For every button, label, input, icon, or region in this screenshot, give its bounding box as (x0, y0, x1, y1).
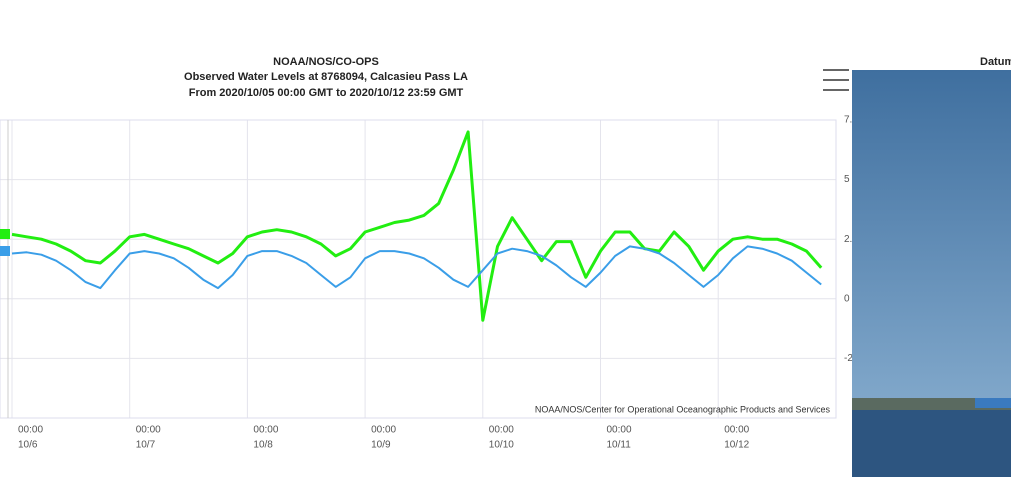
x-tick-label: 00:00 (136, 425, 161, 436)
x-tick-label: 00:00 (18, 425, 43, 436)
chart-subtitle: Observed Water Levels at 8768094, Calcas… (184, 71, 468, 83)
x-tick-label: 10/11 (607, 440, 632, 451)
y-tick-label: 5 (844, 174, 850, 185)
x-tick-label: 10/6 (18, 440, 38, 451)
photo-boat (975, 398, 1011, 408)
chart: 00:00 10/6 00:00 10/7 00:00 10/8 00:00 10/9 00:0… (0, 0, 1011, 477)
x-tick-label: 00:00 (253, 425, 278, 436)
menu-button[interactable] (820, 66, 850, 94)
series-line (12, 246, 821, 288)
plot-area: 00:00 10/6 00:00 10/7 00:00 10/8 00:00 10/9 00:0… (0, 120, 836, 451)
chart-title: NOAA/NOS/CO-OPS (273, 56, 379, 68)
x-tick-label: 10/9 (371, 440, 391, 451)
page: 00:00 10/6 00:00 10/7 00:00 10/8 00:00 10/9 00:0… (0, 0, 1011, 477)
x-tick-label: 00:00 (607, 425, 632, 436)
chart-subtitle: From 2020/10/05 00:00 GMT to 2020/10/12 … (189, 87, 464, 99)
x-tick-label: 00:00 (724, 425, 749, 436)
series-marker (0, 246, 10, 256)
panel-title: Datum (980, 56, 1011, 68)
series-line (12, 132, 821, 320)
photo-water (852, 410, 1011, 477)
plot-border (0, 120, 836, 418)
photo (852, 70, 1011, 477)
x-tick-label: 00:00 (371, 425, 396, 436)
x-tick-label: 10/12 (724, 440, 749, 451)
x-tick-label: 00:00 (489, 425, 514, 436)
series-marker (0, 229, 10, 239)
x-tick-label: 10/10 (489, 440, 514, 451)
x-tick-label: 10/8 (253, 440, 273, 451)
x-tick-label: 10/7 (136, 440, 156, 451)
credit: NOAA/NOS/Center for Operational Oceanogr… (535, 404, 831, 414)
y-tick-label: 0 (844, 293, 850, 304)
